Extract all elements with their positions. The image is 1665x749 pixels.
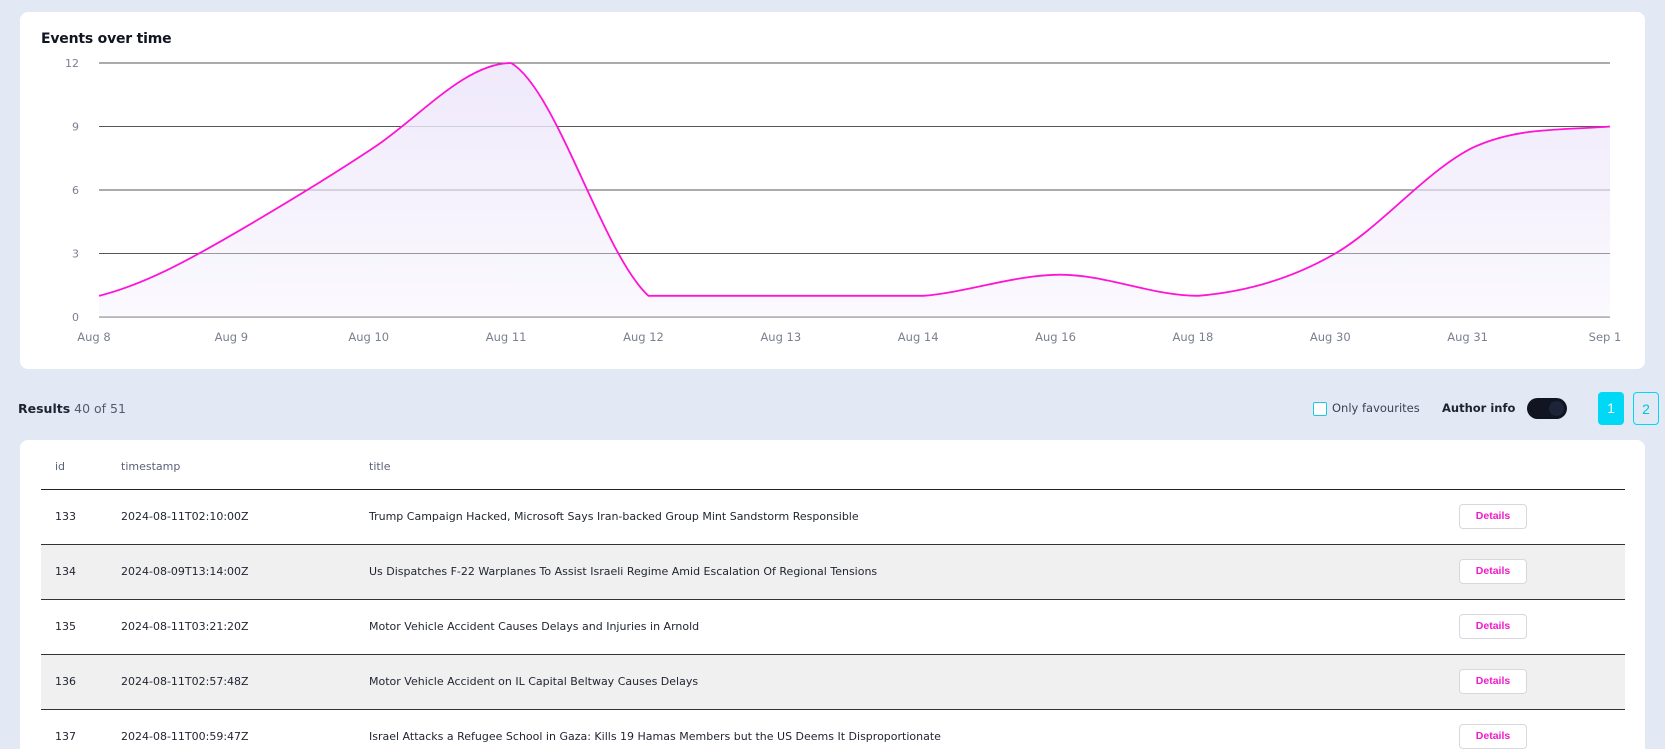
- x-tick-label: Aug 11: [486, 330, 527, 344]
- column-header-actions: [1459, 440, 1625, 490]
- details-button[interactable]: Details: [1459, 559, 1527, 584]
- table-row: 135 2024-08-11T03:21:20Z Motor Vehicle A…: [41, 599, 1625, 655]
- x-tick-label: Aug 10: [348, 330, 389, 344]
- cell-id: 133: [41, 489, 121, 545]
- page-button-1[interactable]: 1: [1598, 392, 1624, 425]
- details-button[interactable]: Details: [1459, 724, 1527, 749]
- results-count: 40 of 51: [74, 401, 126, 416]
- author-info-toggle[interactable]: [1527, 398, 1567, 419]
- author-info-label: Author info: [1442, 401, 1516, 415]
- cell-actions: Details: [1459, 489, 1625, 545]
- cell-actions: Details: [1459, 599, 1625, 655]
- cell-id: 136: [41, 654, 121, 710]
- y-tick-label: 12: [65, 57, 79, 70]
- x-tick-label: Aug 18: [1173, 330, 1214, 344]
- x-tick-label: Aug 16: [1035, 330, 1076, 344]
- details-button[interactable]: Details: [1459, 669, 1527, 694]
- cell-actions: Details: [1459, 654, 1625, 710]
- cell-timestamp: 2024-08-11T02:57:48Z: [121, 654, 369, 710]
- x-tick-label: Sep 1: [1589, 330, 1622, 344]
- table-row: 137 2024-08-11T00:59:47Z Israel Attacks …: [41, 709, 1625, 749]
- cell-title: Motor Vehicle Accident on IL Capital Bel…: [369, 654, 1459, 710]
- x-tick-label: Aug 9: [215, 330, 248, 344]
- table-row: 133 2024-08-11T02:10:00Z Trump Campaign …: [41, 489, 1625, 545]
- table-header-row: id timestamp title: [41, 440, 1625, 490]
- cell-title: Us Dispatches F-22 Warplanes To Assist I…: [369, 544, 1459, 600]
- column-header-id[interactable]: id: [41, 440, 121, 490]
- cell-timestamp: 2024-08-11T02:10:00Z: [121, 489, 369, 545]
- table-row: 136 2024-08-11T02:57:48Z Motor Vehicle A…: [41, 654, 1625, 710]
- cell-timestamp: 2024-08-09T13:14:00Z: [121, 544, 369, 600]
- x-tick-label: Aug 13: [760, 330, 801, 344]
- details-button[interactable]: Details: [1459, 504, 1527, 529]
- page-button-2[interactable]: 2: [1633, 392, 1659, 425]
- x-tick-label: Aug 31: [1447, 330, 1488, 344]
- results-label: Results: [18, 401, 71, 416]
- results-summary: Results 40 of 51: [18, 401, 126, 416]
- cell-timestamp: 2024-08-11T00:59:47Z: [121, 709, 369, 749]
- cell-title: Motor Vehicle Accident Causes Delays and…: [369, 599, 1459, 655]
- column-header-title[interactable]: title: [369, 440, 1459, 490]
- cell-id: 135: [41, 599, 121, 655]
- series-area: [99, 63, 1610, 317]
- cell-title: Israel Attacks a Refugee School in Gaza:…: [369, 709, 1459, 749]
- series-line: [98, 62, 1611, 297]
- x-tick-label: Aug 12: [623, 330, 664, 344]
- column-header-timestamp[interactable]: timestamp: [121, 440, 369, 490]
- only-favourites-label[interactable]: Only favourites: [1332, 401, 1420, 415]
- cell-id: 134: [41, 544, 121, 600]
- only-favourites-checkbox[interactable]: [1313, 402, 1327, 416]
- results-table-card: id timestamp title 133 2024-08-11T02:10:…: [20, 440, 1645, 749]
- results-toolbar: Results 40 of 51 Only favourites Author i…: [18, 392, 1659, 426]
- y-tick-label: 3: [72, 248, 79, 261]
- details-button[interactable]: Details: [1459, 614, 1527, 639]
- table-row: 134 2024-08-09T13:14:00Z Us Dispatches F…: [41, 544, 1625, 600]
- results-table: id timestamp title 133 2024-08-11T02:10:…: [41, 440, 1625, 749]
- y-tick-label: 6: [72, 184, 79, 197]
- cell-id: 137: [41, 709, 121, 749]
- events-line-chart: 0 3 6 9 12 Aug 8 Aug 9 Aug 10 Aug 11 Aug 12 Aug 13…: [65, 57, 1622, 344]
- cell-actions: Details: [1459, 709, 1625, 749]
- y-tick-label: 0: [72, 311, 79, 324]
- cell-actions: Details: [1459, 544, 1625, 600]
- events-chart-card: Events over time 0 3 6 9 12 Aug 8 Aug 9 Aug 10 A…: [20, 12, 1645, 369]
- cell-timestamp: 2024-08-11T03:21:20Z: [121, 599, 369, 655]
- y-tick-label: 9: [72, 121, 79, 134]
- toggle-knob: [1549, 401, 1564, 416]
- cell-title: Trump Campaign Hacked, Microsoft Says Ir…: [369, 489, 1459, 545]
- x-tick-label: Aug 30: [1310, 330, 1351, 344]
- chart-title: Events over time: [41, 31, 172, 47]
- x-tick-label: Aug 8: [77, 330, 110, 344]
- x-tick-label: Aug 14: [898, 330, 939, 344]
